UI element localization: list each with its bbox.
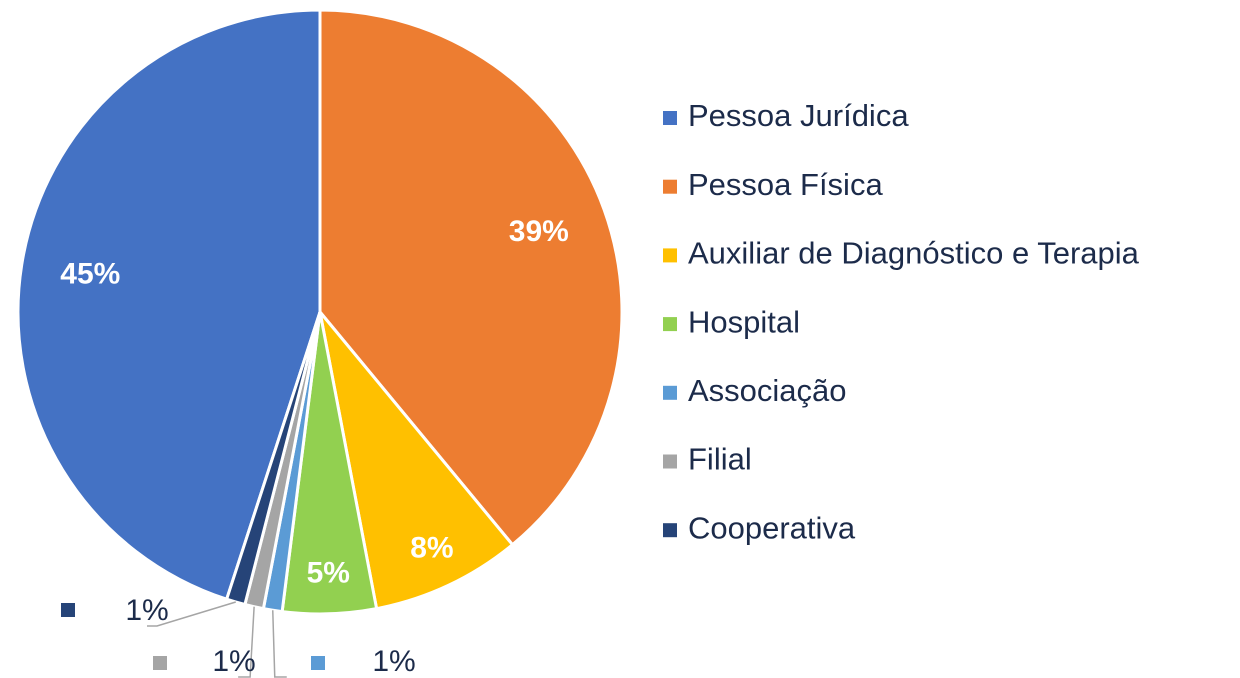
data-label: 1%	[372, 645, 415, 678]
legend-key	[663, 111, 677, 125]
legend-label: Hospital	[688, 304, 800, 339]
legend-key	[663, 385, 677, 400]
leader-line	[272, 610, 287, 678]
data-label: 8%	[410, 532, 453, 565]
legend-key	[663, 248, 677, 263]
label-key	[311, 656, 325, 670]
data-label: 45%	[60, 258, 120, 291]
legend-key	[663, 454, 677, 469]
leader-line	[238, 606, 255, 678]
legend-label: Cooperativa	[688, 510, 856, 545]
pie-slice	[224, 311, 322, 607]
pie-slice	[318, 311, 515, 611]
label-key	[153, 656, 167, 670]
legend-key	[663, 179, 677, 194]
legend-key	[663, 317, 677, 332]
legend-label: Pessoa Jurídica	[688, 98, 909, 133]
legend-label: Filial	[688, 442, 752, 477]
pie-slice	[318, 8, 624, 547]
leader-line	[147, 601, 236, 627]
legend-label: Pessoa Física	[688, 167, 883, 202]
data-label: 1%	[212, 645, 255, 678]
legend-label: Auxiliar de Diagnóstico e Terapia	[688, 236, 1140, 271]
data-label: 39%	[509, 215, 569, 248]
label-key	[61, 603, 75, 617]
legend-label: Associação	[688, 373, 847, 408]
data-label: 1%	[125, 594, 168, 627]
pie-slice	[16, 8, 322, 602]
data-label: 5%	[307, 557, 350, 590]
legend-key	[663, 523, 677, 538]
